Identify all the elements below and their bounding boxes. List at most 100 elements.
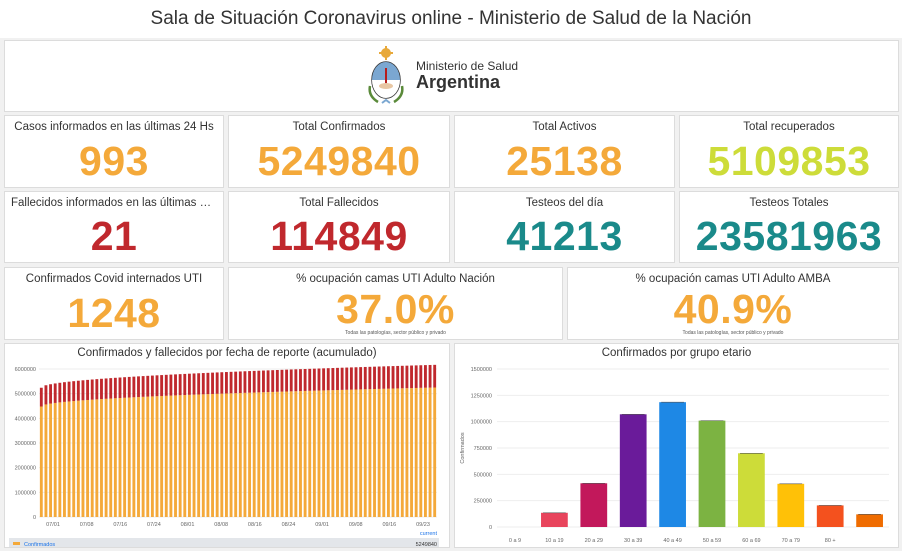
y-tick-label: 1250000 bbox=[471, 393, 492, 399]
bar-fallecidos bbox=[118, 377, 122, 399]
bar-fallecidos bbox=[354, 367, 358, 390]
bar-confirmados bbox=[294, 391, 298, 517]
card-total-confirmados: Total Confirmados 5249840 bbox=[228, 115, 450, 188]
bar-fallecidos bbox=[303, 368, 307, 391]
bar-fallecidos bbox=[382, 366, 386, 389]
bar-confirmados bbox=[127, 397, 131, 517]
logo-line1: Ministerio de Salud bbox=[416, 58, 519, 73]
bar-fallecidos bbox=[428, 364, 432, 388]
bar-fallecidos bbox=[391, 366, 395, 389]
bar-confirmados bbox=[67, 401, 71, 517]
bar-2 bbox=[541, 512, 568, 527]
card-value: 114849 bbox=[270, 213, 408, 259]
bar-confirmados bbox=[285, 391, 289, 517]
card-internados-uti: Confirmados Covid internados UTI 1248 bbox=[4, 267, 224, 340]
bar-fallecidos bbox=[238, 371, 242, 393]
bar-confirmados bbox=[308, 390, 312, 517]
bar-confirmados bbox=[317, 390, 321, 517]
bar-confirmados bbox=[63, 401, 66, 517]
bar-confirmados bbox=[137, 397, 140, 517]
bar-confirmados bbox=[391, 388, 395, 517]
bar-fallecidos bbox=[294, 369, 298, 392]
bar-fallecidos bbox=[63, 382, 66, 402]
bar-confirmados bbox=[248, 392, 252, 517]
bar-confirmados bbox=[229, 393, 233, 517]
bar-confirmados bbox=[257, 392, 261, 517]
bar-fallecidos bbox=[280, 369, 284, 392]
bar-fallecidos bbox=[146, 375, 150, 397]
card-label: Testeos del día bbox=[525, 197, 604, 209]
bar-confirmados bbox=[322, 390, 326, 517]
x-tick-label: 08/01 bbox=[181, 522, 195, 528]
card-ocupacion-nacion: % ocupación camas UTI Adulto Nación 37.0… bbox=[228, 267, 563, 340]
bar-fallecidos bbox=[410, 365, 413, 389]
bar-confirmados bbox=[81, 400, 85, 517]
card-value: 5109853 bbox=[707, 138, 871, 184]
bar-confirmados bbox=[289, 391, 293, 517]
bar-fallecidos bbox=[368, 366, 372, 390]
bar-fallecidos bbox=[164, 374, 168, 396]
bar-7 bbox=[738, 453, 765, 527]
bar-fallecidos bbox=[229, 371, 233, 394]
bar-fallecidos bbox=[192, 373, 196, 395]
card-label: Total Confirmados bbox=[292, 121, 386, 133]
x-tick-label: 70 a 79 bbox=[782, 538, 800, 544]
bar-fallecidos bbox=[109, 378, 113, 399]
bar-confirmados bbox=[146, 396, 150, 517]
x-tick-label: 08/16 bbox=[248, 522, 262, 528]
bar-fallecidos bbox=[373, 366, 376, 390]
card-label: % ocupación camas UTI Adulto Nación bbox=[296, 273, 495, 285]
bar-confirmados bbox=[386, 388, 390, 517]
bar-confirmados bbox=[280, 391, 284, 517]
bar-confirmados bbox=[410, 388, 413, 517]
bar-confirmados bbox=[100, 399, 103, 517]
bar-confirmados bbox=[44, 404, 48, 517]
bar-confirmados bbox=[382, 388, 386, 517]
bar-fallecidos bbox=[72, 381, 76, 402]
bar-fallecidos bbox=[423, 365, 427, 388]
x-tick-label: 30 a 39 bbox=[624, 538, 642, 544]
bar-fallecidos bbox=[127, 376, 131, 398]
card-total-activos: Total Activos 25138 bbox=[454, 115, 675, 188]
bar-fallecidos bbox=[183, 373, 187, 396]
bar-fallecidos bbox=[299, 369, 302, 392]
card-note: Todas las patologías, sector público y p… bbox=[682, 330, 784, 336]
bar-confirmados bbox=[312, 390, 316, 517]
chart-acumulado: 0 1000000 2000000 3000000 4000000 5000000 6000… bbox=[9, 364, 439, 547]
bar-confirmados bbox=[53, 402, 57, 517]
y-tick-label: 5000000 bbox=[15, 392, 36, 398]
y-tick-label: 0 bbox=[33, 515, 36, 521]
bar-confirmados bbox=[197, 394, 201, 517]
bar-6 bbox=[698, 420, 726, 527]
bar-confirmados bbox=[396, 388, 400, 517]
bar-confirmados bbox=[86, 399, 90, 517]
bar-fallecidos bbox=[150, 375, 154, 397]
x-tick-label: 07/24 bbox=[147, 522, 161, 528]
bar-confirmados bbox=[363, 389, 367, 517]
chart-title: Confirmados y fallecidos por fecha de re… bbox=[77, 347, 377, 359]
bar-confirmados bbox=[39, 406, 43, 517]
bar-fallecidos bbox=[377, 366, 381, 389]
bar-confirmados bbox=[400, 388, 404, 517]
y-tick-label: 3000000 bbox=[15, 441, 36, 447]
card-value: 1248 bbox=[67, 290, 161, 336]
bar-fallecidos bbox=[58, 382, 62, 403]
card-label: Casos informados en las últimas 24 Hs bbox=[14, 121, 214, 133]
bar-confirmados bbox=[155, 396, 159, 517]
bar-fallecidos bbox=[76, 380, 80, 401]
x-tick-label: 50 a 59 bbox=[703, 538, 721, 544]
bar-fallecidos bbox=[215, 372, 219, 394]
bar-confirmados bbox=[340, 389, 344, 517]
bar-confirmados bbox=[132, 397, 136, 517]
coat-of-arms-icon bbox=[368, 46, 404, 104]
bar-fallecidos bbox=[312, 368, 316, 391]
bar-fallecidos bbox=[187, 373, 191, 395]
bar-8 bbox=[777, 483, 805, 527]
card-value: 40.9% bbox=[673, 286, 793, 332]
x-tick-label: 40 a 49 bbox=[663, 538, 681, 544]
y-tick-label: 1000000 bbox=[471, 420, 492, 426]
legend-swatch bbox=[13, 542, 20, 545]
y-tick-label: 2000000 bbox=[15, 466, 36, 472]
legend-header: current bbox=[420, 531, 438, 537]
bar-confirmados bbox=[433, 387, 437, 517]
